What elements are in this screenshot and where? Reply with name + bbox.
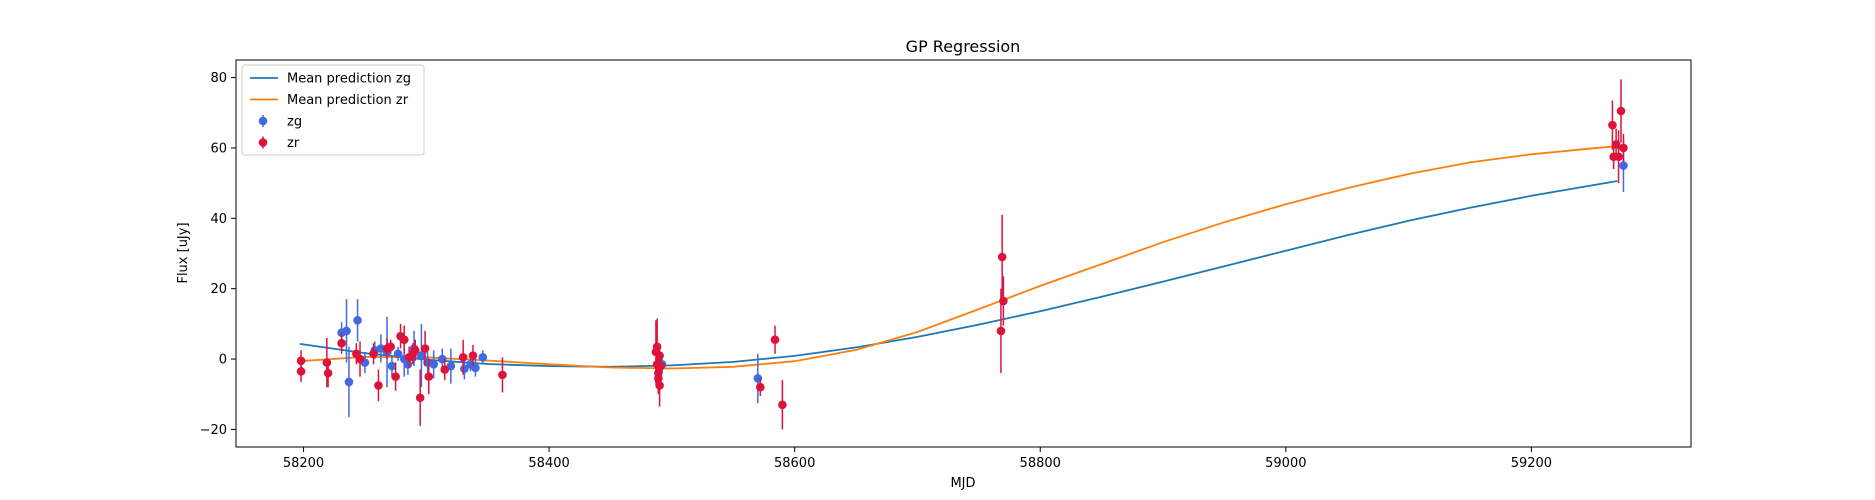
data-point xyxy=(369,349,378,359)
data-point xyxy=(755,382,765,392)
series-points-zr xyxy=(296,79,1628,430)
x-tick-label: 58200 xyxy=(283,456,324,471)
data-point xyxy=(355,354,365,364)
x-tick-label: 59200 xyxy=(1511,456,1552,471)
x-tick-label: 58600 xyxy=(774,456,815,471)
x-tick-label: 59000 xyxy=(1265,456,1306,471)
legend: Mean prediction zg Mean prediction zr zg zr xyxy=(241,64,425,156)
legend-label: Mean prediction zr xyxy=(287,93,409,108)
y-tick-label: 60 xyxy=(210,141,227,156)
legend-box xyxy=(241,64,425,156)
x-tick-label: 58800 xyxy=(1020,456,1061,471)
data-point xyxy=(498,370,507,380)
legend-item: zg xyxy=(258,115,302,130)
data-point xyxy=(996,326,1006,336)
x-axis-ticks: 58200 58400 58600 58800 59000 59200 xyxy=(283,447,1552,471)
data-point xyxy=(374,381,383,390)
data-point xyxy=(387,361,397,371)
y-tick-label: 40 xyxy=(210,212,227,227)
y-tick-label: 20 xyxy=(210,282,227,297)
data-point xyxy=(778,400,787,410)
x-axis-label: MJD xyxy=(950,476,975,491)
data-point xyxy=(353,316,362,325)
series-line-mean-prediction-zg xyxy=(299,180,1618,368)
data-point xyxy=(323,368,333,378)
data-point xyxy=(655,351,664,360)
y-axis-label: Flux [uJy] xyxy=(176,222,191,283)
y-tick-label: −20 xyxy=(200,423,227,438)
legend-item: zr xyxy=(258,136,300,151)
data-point xyxy=(997,252,1007,262)
data-point xyxy=(1608,120,1617,130)
data-point xyxy=(424,372,434,381)
data-point xyxy=(460,364,469,374)
data-point xyxy=(770,335,780,344)
data-point xyxy=(417,351,426,360)
observation-points xyxy=(296,79,1628,430)
data-point xyxy=(440,365,450,374)
y-axis-ticks: −20 0 20 40 60 80 xyxy=(200,71,236,438)
data-point xyxy=(655,381,664,390)
data-point xyxy=(386,342,396,352)
data-point xyxy=(1614,152,1623,162)
axes-frame xyxy=(235,59,1692,448)
series-line-mean-prediction-zr xyxy=(299,145,1618,370)
y-tick-label: 0 xyxy=(219,353,227,368)
data-point xyxy=(296,367,306,376)
data-point xyxy=(420,344,430,353)
data-point xyxy=(344,377,354,387)
mean-prediction-lines xyxy=(299,145,1618,370)
data-point xyxy=(468,351,478,360)
data-point xyxy=(458,352,468,362)
legend-marker-swatch xyxy=(258,138,268,147)
data-point xyxy=(403,360,413,369)
data-point xyxy=(1619,161,1628,170)
legend-label: zr xyxy=(287,136,300,151)
data-point xyxy=(337,338,346,348)
data-point xyxy=(391,372,400,381)
data-point xyxy=(399,335,409,344)
x-tick-label: 58400 xyxy=(528,456,569,471)
legend-label: Mean prediction zg xyxy=(287,72,411,87)
data-point xyxy=(999,296,1008,306)
data-point xyxy=(478,352,488,362)
y-tick-label: 80 xyxy=(210,71,227,86)
data-point xyxy=(410,345,420,355)
data-point xyxy=(1616,106,1626,116)
legend-label: zg xyxy=(287,115,302,130)
data-point xyxy=(1619,143,1628,153)
legend-marker-swatch xyxy=(258,116,268,126)
plot-area: 58200 58400 58600 58800 59000 59200 −20 0 20 40 6… xyxy=(200,59,1692,471)
chart-title: GP Regression xyxy=(906,37,1021,56)
data-point xyxy=(342,326,351,336)
legend-item: Mean prediction zg xyxy=(250,72,411,87)
data-point xyxy=(656,361,666,371)
data-point xyxy=(322,358,332,367)
data-point xyxy=(393,349,403,359)
data-point xyxy=(429,360,438,369)
data-point xyxy=(415,393,425,403)
legend-item: Mean prediction zr xyxy=(250,93,409,108)
